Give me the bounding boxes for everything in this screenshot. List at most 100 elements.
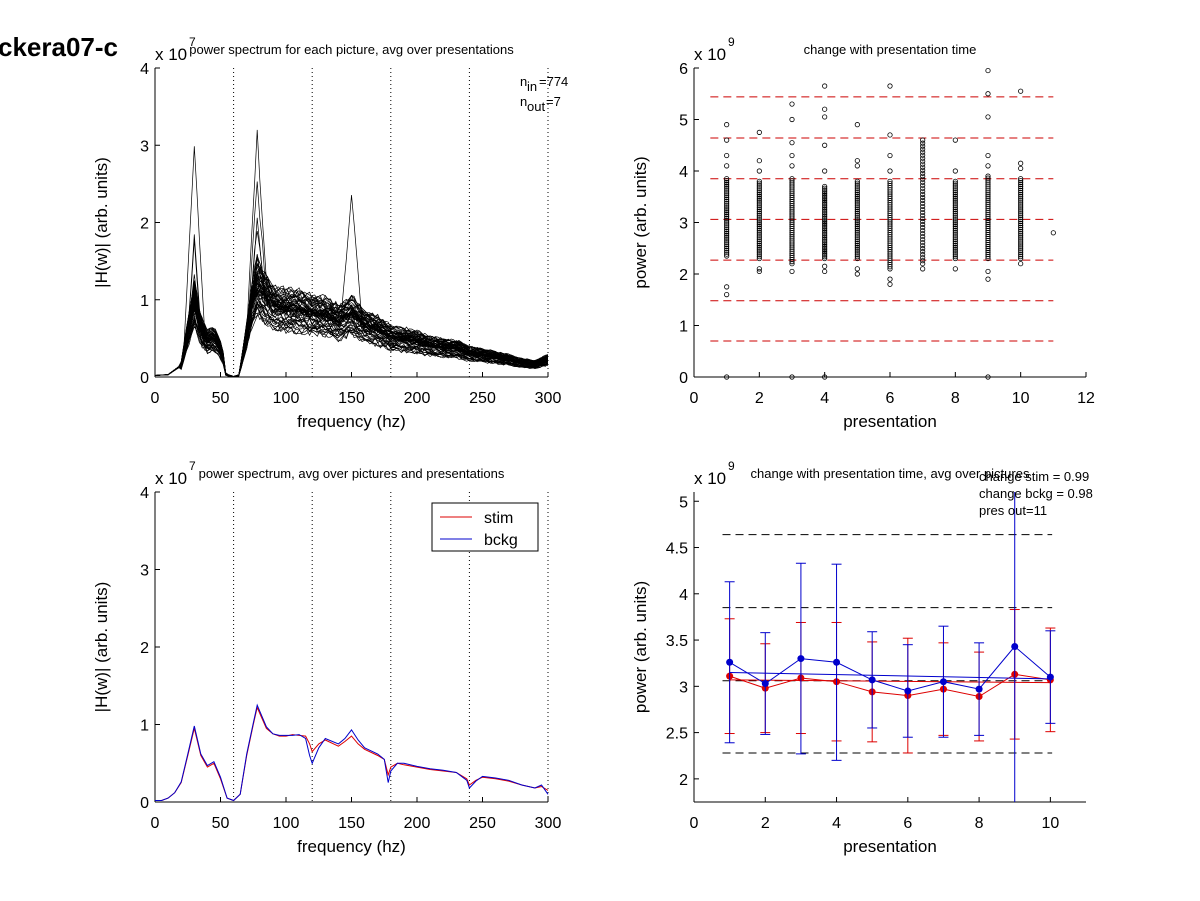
y-tick-label: 2 — [140, 640, 149, 657]
data-point — [724, 152, 730, 159]
data-point — [854, 227, 860, 233]
data-point — [854, 193, 860, 199]
data-point — [920, 221, 926, 228]
data-point — [920, 230, 926, 237]
data-point — [822, 201, 828, 207]
data-point — [822, 217, 828, 223]
data-point — [756, 195, 762, 201]
data-point — [854, 205, 860, 211]
data-point — [854, 238, 860, 245]
y-tick-label: 1 — [140, 293, 149, 310]
data-point — [854, 223, 860, 230]
data-point — [822, 219, 828, 225]
data-point — [1018, 244, 1024, 250]
data-point — [724, 232, 730, 238]
data-point — [724, 228, 730, 235]
data-point — [822, 213, 828, 219]
data-point — [822, 187, 828, 193]
series-marker-bckg — [1046, 673, 1054, 681]
data-point — [1018, 226, 1024, 232]
data-point — [724, 181, 730, 187]
legend: stim bckg — [431, 502, 539, 552]
data-point — [1018, 181, 1024, 188]
data-point — [822, 247, 828, 253]
data-point — [854, 122, 860, 128]
data-point — [952, 182, 958, 188]
data-point — [952, 214, 958, 220]
panel-spectrum-each-picture: 0 50 100 150 200 250 300 0 1 2 3 4 frequency (hz) |H(… — [92, 35, 568, 431]
data-point — [920, 206, 926, 213]
data-point — [887, 152, 893, 159]
x-tick-label: 0 — [690, 815, 699, 832]
data-point — [854, 225, 860, 232]
data-point — [724, 200, 730, 206]
x-axis-label: frequency (hz) — [297, 412, 406, 431]
data-point — [1018, 222, 1024, 229]
series-marker-bckg — [868, 676, 876, 684]
data-point — [1018, 220, 1024, 227]
data-point — [756, 266, 762, 272]
spectrum-curve — [155, 300, 548, 377]
data-point — [952, 186, 958, 192]
data-point — [1018, 224, 1024, 230]
data-point — [887, 83, 893, 89]
data-point — [920, 155, 926, 161]
data-point — [1018, 178, 1024, 184]
x-tick-label: 50 — [212, 815, 230, 832]
data-point — [854, 222, 860, 228]
data-point — [854, 186, 860, 192]
data-point — [756, 227, 762, 233]
data-point — [920, 233, 926, 240]
data-point — [822, 114, 828, 120]
data-point — [952, 222, 958, 228]
plot-area — [722, 492, 1056, 802]
data-point — [985, 374, 991, 380]
data-point — [724, 211, 730, 218]
data-point — [724, 234, 730, 240]
data-point — [952, 252, 958, 258]
panel-spectrum-average: 0 50 100 150 200 250 300 0 1 2 3 4 frequency (hz) |H(… — [92, 459, 561, 856]
data-point — [756, 225, 762, 232]
data-point — [822, 106, 828, 112]
data-point — [920, 218, 926, 225]
data-point — [822, 83, 828, 89]
series-marker-bckg — [797, 655, 805, 663]
annotation-n-in-label: n — [520, 74, 527, 89]
y-tick-label: 2 — [679, 772, 688, 789]
data-point — [854, 240, 860, 247]
data-point — [920, 227, 926, 234]
x-tick-label: 0 — [151, 815, 160, 832]
data-point — [756, 182, 762, 188]
data-point — [887, 178, 893, 184]
annotation-line: pres out=11 — [979, 503, 1047, 518]
data-point — [724, 202, 730, 208]
data-point — [854, 218, 860, 224]
legend-label-bckg: bckg — [484, 532, 518, 549]
x-tick-label: 200 — [404, 815, 431, 832]
x-tick-label: 300 — [535, 815, 562, 832]
data-point — [756, 210, 762, 216]
data-point — [920, 173, 926, 179]
spectrum-curve — [155, 254, 548, 377]
data-point — [756, 233, 762, 239]
x-axis-label: presentation — [843, 837, 937, 856]
data-point — [1018, 193, 1024, 199]
data-point — [952, 191, 958, 198]
y-tick-label: 1 — [140, 718, 149, 735]
data-point — [756, 158, 762, 164]
data-point — [1018, 248, 1024, 254]
data-point — [952, 195, 958, 201]
data-point — [724, 198, 730, 204]
series-marker-bckg — [904, 687, 912, 695]
x-tick-label: 6 — [903, 815, 912, 832]
data-point — [789, 374, 795, 380]
data-point — [822, 204, 828, 211]
y-tick-label: 3 — [679, 679, 688, 696]
data-point — [724, 219, 730, 225]
data-point — [1018, 209, 1024, 215]
data-point — [854, 188, 860, 194]
x-tick-label: 0 — [690, 390, 699, 407]
trend-line-bckg — [729, 671, 1051, 680]
data-point — [854, 178, 860, 184]
